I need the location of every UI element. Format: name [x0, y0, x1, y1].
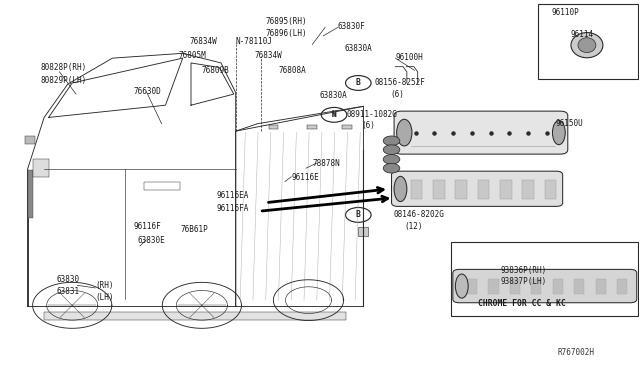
- Text: 63831: 63831: [57, 287, 80, 296]
- Bar: [145, 182, 179, 190]
- Text: N-78110J: N-78110J: [236, 37, 273, 46]
- Text: 78878N: 78878N: [312, 158, 340, 167]
- Text: (12): (12): [404, 222, 423, 231]
- Text: 96100H: 96100H: [396, 52, 423, 61]
- Circle shape: [383, 154, 400, 164]
- Text: 96110P: 96110P: [551, 8, 579, 17]
- Text: 96116FA: 96116FA: [216, 204, 249, 213]
- Text: 96116EA: 96116EA: [216, 191, 249, 200]
- Text: (6): (6): [390, 90, 404, 99]
- Text: 96116F: 96116F: [134, 221, 161, 231]
- Bar: [488, 279, 499, 294]
- Bar: [467, 279, 477, 294]
- Bar: [522, 180, 534, 199]
- Text: (LH): (LH): [95, 294, 114, 302]
- Circle shape: [383, 136, 400, 145]
- Bar: [477, 180, 489, 199]
- Bar: [456, 180, 467, 199]
- Bar: [574, 279, 584, 294]
- Text: 76834W: 76834W: [255, 51, 283, 60]
- Bar: [411, 180, 422, 199]
- Ellipse shape: [578, 38, 596, 52]
- Bar: [307, 125, 317, 129]
- FancyBboxPatch shape: [394, 111, 568, 154]
- Text: (6): (6): [362, 122, 376, 131]
- Circle shape: [383, 163, 400, 173]
- Ellipse shape: [394, 176, 407, 202]
- Text: 76B61P: 76B61P: [180, 225, 209, 234]
- Text: 63830A: 63830A: [344, 44, 372, 53]
- FancyBboxPatch shape: [392, 171, 563, 206]
- Ellipse shape: [456, 274, 468, 298]
- Text: 80828P(RH): 80828P(RH): [40, 63, 86, 72]
- Text: 76630D: 76630D: [134, 87, 161, 96]
- Text: 08156-8252F: 08156-8252F: [374, 78, 425, 87]
- Bar: [269, 125, 278, 129]
- Text: 80829P(LH): 80829P(LH): [40, 76, 86, 85]
- Text: B: B: [356, 211, 361, 219]
- Text: 63830F: 63830F: [338, 22, 365, 31]
- Bar: [342, 125, 352, 129]
- Bar: [531, 279, 541, 294]
- Text: 76805M: 76805M: [178, 51, 206, 60]
- Bar: [25, 137, 35, 144]
- Text: 76809B: 76809B: [202, 66, 230, 75]
- Text: 93837P(LH): 93837P(LH): [500, 277, 547, 286]
- Text: 96116E: 96116E: [291, 173, 319, 182]
- Bar: [33, 159, 49, 177]
- Text: 76808A: 76808A: [278, 66, 307, 75]
- Ellipse shape: [552, 121, 565, 145]
- Text: R767002H: R767002H: [557, 348, 595, 357]
- Bar: [538, 4, 638, 79]
- Text: 96114: 96114: [570, 29, 593, 39]
- Bar: [28, 170, 33, 218]
- Bar: [545, 180, 556, 199]
- Text: 63830A: 63830A: [320, 91, 348, 100]
- FancyBboxPatch shape: [453, 269, 637, 303]
- Text: N: N: [332, 110, 337, 119]
- Text: 08911-1082G: 08911-1082G: [347, 110, 397, 119]
- Bar: [500, 180, 511, 199]
- Text: 76896(LH): 76896(LH): [266, 29, 307, 38]
- Text: 76834W: 76834W: [189, 37, 217, 46]
- Circle shape: [383, 145, 400, 154]
- Text: CHROME FOR CC & KC: CHROME FOR CC & KC: [478, 299, 566, 308]
- Text: 76895(RH): 76895(RH): [266, 17, 307, 26]
- Bar: [44, 312, 346, 320]
- Bar: [451, 242, 638, 317]
- Bar: [358, 227, 368, 236]
- Text: N: N: [332, 112, 336, 118]
- Text: 63830: 63830: [57, 275, 80, 284]
- Bar: [617, 279, 627, 294]
- Text: (RH): (RH): [95, 281, 114, 290]
- Text: B: B: [356, 78, 361, 87]
- Text: 08146-8202G: 08146-8202G: [394, 211, 444, 219]
- Ellipse shape: [397, 119, 412, 146]
- Ellipse shape: [571, 33, 603, 58]
- Bar: [552, 279, 563, 294]
- Bar: [433, 180, 445, 199]
- Text: 96150U: 96150U: [555, 119, 583, 128]
- Bar: [509, 279, 520, 294]
- Bar: [595, 279, 605, 294]
- Text: 63830E: 63830E: [138, 236, 166, 246]
- Text: 93836P(RH): 93836P(RH): [500, 266, 547, 275]
